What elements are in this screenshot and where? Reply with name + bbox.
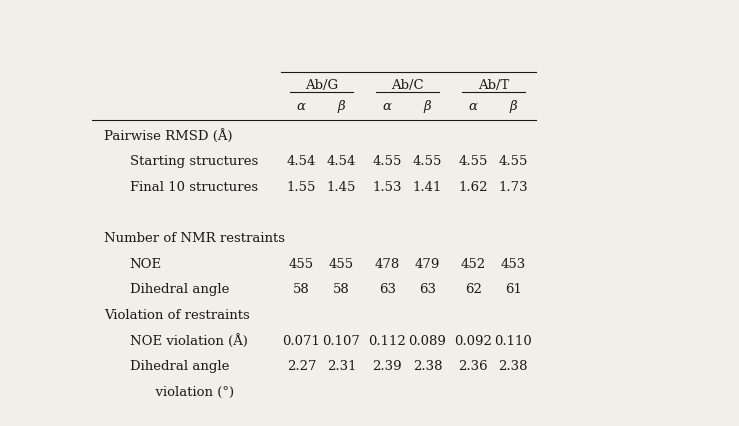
Text: 455: 455 bbox=[289, 258, 314, 271]
Text: 2.38: 2.38 bbox=[412, 360, 442, 373]
Text: 0.110: 0.110 bbox=[494, 334, 532, 348]
Text: α: α bbox=[383, 101, 392, 113]
Text: 455: 455 bbox=[329, 258, 354, 271]
Text: β: β bbox=[338, 101, 345, 113]
Text: 1.53: 1.53 bbox=[372, 181, 402, 194]
Text: β: β bbox=[423, 101, 432, 113]
Text: Ab/G: Ab/G bbox=[305, 79, 338, 92]
Text: 4.55: 4.55 bbox=[459, 155, 488, 169]
Text: 479: 479 bbox=[415, 258, 440, 271]
Text: Final 10 structures: Final 10 structures bbox=[129, 181, 258, 194]
Text: 63: 63 bbox=[379, 283, 396, 296]
Text: NOE: NOE bbox=[129, 258, 162, 271]
Text: 4.55: 4.55 bbox=[413, 155, 442, 169]
Text: 2.38: 2.38 bbox=[499, 360, 528, 373]
Text: 0.092: 0.092 bbox=[454, 334, 492, 348]
Text: 4.54: 4.54 bbox=[287, 155, 316, 169]
Text: α: α bbox=[469, 101, 477, 113]
Text: 4.54: 4.54 bbox=[327, 155, 356, 169]
Text: β: β bbox=[509, 101, 517, 113]
Text: Dihedral angle: Dihedral angle bbox=[129, 360, 229, 373]
Text: 1.55: 1.55 bbox=[287, 181, 316, 194]
Text: 453: 453 bbox=[501, 258, 526, 271]
Text: Starting structures: Starting structures bbox=[129, 155, 258, 169]
Text: 2.39: 2.39 bbox=[372, 360, 402, 373]
Text: 478: 478 bbox=[375, 258, 400, 271]
Text: 61: 61 bbox=[505, 283, 522, 296]
Text: Dihedral angle: Dihedral angle bbox=[129, 283, 229, 296]
Text: 1.41: 1.41 bbox=[413, 181, 442, 194]
Text: 62: 62 bbox=[465, 283, 482, 296]
Text: α: α bbox=[297, 101, 306, 113]
Text: 2.36: 2.36 bbox=[458, 360, 488, 373]
Text: NOE violation (Å): NOE violation (Å) bbox=[129, 334, 248, 348]
Text: 452: 452 bbox=[460, 258, 486, 271]
Text: Violation of restraints: Violation of restraints bbox=[103, 309, 250, 322]
Text: 2.31: 2.31 bbox=[327, 360, 356, 373]
Text: Ab/C: Ab/C bbox=[391, 79, 423, 92]
Text: 0.071: 0.071 bbox=[282, 334, 321, 348]
Text: 4.55: 4.55 bbox=[499, 155, 528, 169]
Text: 0.107: 0.107 bbox=[322, 334, 361, 348]
Text: Number of NMR restraints: Number of NMR restraints bbox=[103, 232, 285, 245]
Text: violation (°): violation (°) bbox=[147, 386, 234, 399]
Text: Ab/T: Ab/T bbox=[477, 79, 509, 92]
Text: 63: 63 bbox=[419, 283, 436, 296]
Text: 1.45: 1.45 bbox=[327, 181, 356, 194]
Text: 58: 58 bbox=[333, 283, 350, 296]
Text: 1.62: 1.62 bbox=[458, 181, 488, 194]
Text: 0.089: 0.089 bbox=[409, 334, 446, 348]
Text: Pairwise RMSD (Å): Pairwise RMSD (Å) bbox=[103, 130, 232, 144]
Text: 4.55: 4.55 bbox=[372, 155, 402, 169]
Text: 0.112: 0.112 bbox=[369, 334, 406, 348]
Text: 58: 58 bbox=[293, 283, 310, 296]
Text: 1.73: 1.73 bbox=[499, 181, 528, 194]
Text: 2.27: 2.27 bbox=[287, 360, 316, 373]
